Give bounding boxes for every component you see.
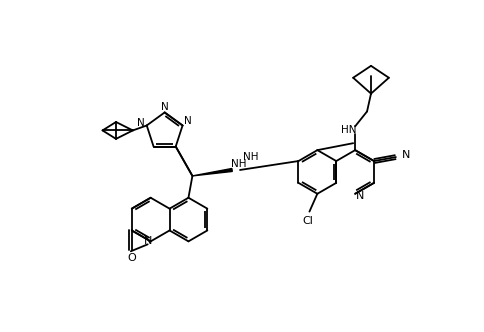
Text: HN: HN xyxy=(341,125,357,135)
Text: N: N xyxy=(356,191,364,201)
Text: N: N xyxy=(137,119,145,128)
Text: N: N xyxy=(402,150,410,160)
Polygon shape xyxy=(193,169,232,176)
Text: NH: NH xyxy=(231,159,247,169)
Text: O: O xyxy=(127,253,136,263)
Text: N: N xyxy=(161,102,168,112)
Text: NH: NH xyxy=(242,152,258,162)
Text: N: N xyxy=(143,236,152,246)
Text: N: N xyxy=(183,116,191,125)
Text: Cl: Cl xyxy=(302,215,313,225)
